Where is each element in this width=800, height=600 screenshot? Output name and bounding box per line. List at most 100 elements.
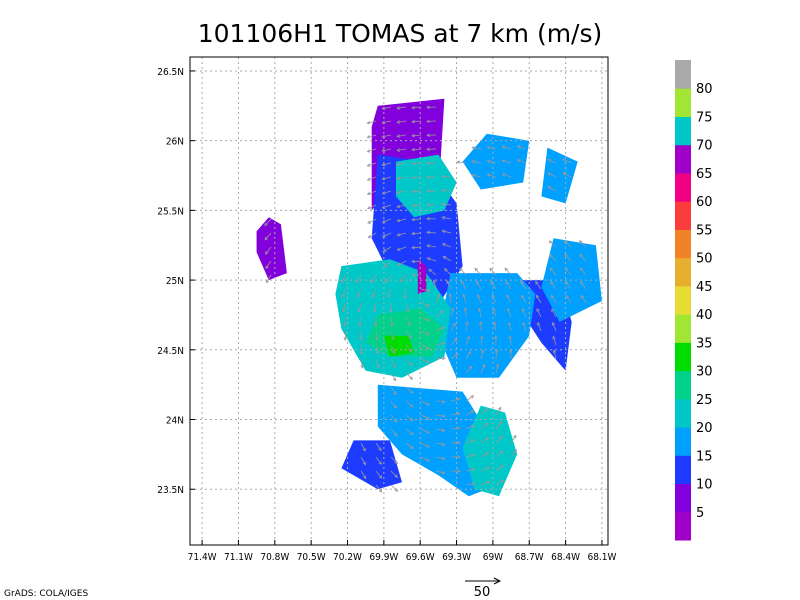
colorbar-swatch	[675, 201, 691, 230]
x-tick-label: 69.6W	[406, 552, 435, 563]
wind-vector-head	[536, 308, 540, 312]
wind-vector-head	[409, 362, 413, 367]
wind-vector	[405, 428, 414, 435]
wind-vector-head	[411, 217, 415, 222]
wind-vector	[405, 330, 412, 339]
colorbar-swatch	[675, 370, 691, 400]
wind-vector-head	[508, 335, 512, 340]
colorbar-swatch	[675, 483, 691, 513]
wind-vector-head	[411, 189, 415, 194]
wind-vector-head	[426, 360, 430, 364]
wind-vector-head	[410, 445, 414, 450]
wind-vector-head	[426, 257, 431, 261]
wind-vector	[405, 344, 413, 353]
y-tick-label: 26N	[166, 137, 184, 148]
wind-vector	[358, 302, 362, 312]
wind-vector-head	[490, 280, 494, 285]
wind-vector	[495, 364, 499, 374]
wind-vector	[411, 148, 422, 151]
wind-vector-head	[362, 447, 366, 452]
wind-vector-head	[501, 145, 506, 149]
wind-vector-head	[470, 395, 475, 399]
wind-vector	[465, 425, 475, 430]
wind-vector-head	[563, 240, 568, 244]
wind-vector-head	[409, 376, 414, 380]
wind-vector	[553, 350, 557, 360]
wind-vector	[411, 120, 422, 123]
wind-vector-head	[475, 280, 479, 285]
wind-vector-head	[442, 256, 447, 260]
wind-vector-head	[396, 148, 401, 152]
wind-vector	[579, 267, 587, 276]
wind-vector	[565, 281, 572, 290]
x-axis-ticks: 71.4W 71.1W 70.8W 70.5W 70.2W 69.9W 69.6W 69.3W…	[188, 540, 617, 563]
wind-vector	[367, 134, 377, 138]
wind-region-30	[365, 308, 445, 357]
wind-vector-head	[411, 147, 415, 152]
wind-vector-head	[366, 120, 371, 125]
wind-vector	[382, 120, 392, 124]
colorbar-label: 15	[696, 449, 713, 464]
x-tick-label: 68.4W	[551, 552, 580, 563]
wind-vector	[564, 240, 572, 248]
wind-vector-head	[507, 321, 512, 326]
wind-vector-head	[264, 251, 269, 255]
wind-vector	[465, 410, 475, 416]
wind-vector-head	[366, 135, 371, 139]
wind-vector-head	[378, 447, 382, 452]
wind-vector-head	[360, 364, 364, 369]
wind-vector	[510, 435, 517, 444]
wind-vector-head	[426, 147, 430, 151]
wind-vector-head	[579, 267, 584, 272]
wind-vector-head	[366, 163, 371, 167]
wind-vector	[441, 175, 452, 178]
wind-vector	[359, 316, 362, 326]
wind-vector-head	[550, 281, 554, 285]
wind-vector	[463, 294, 467, 304]
wind-vector	[382, 204, 392, 209]
wind-vector	[367, 218, 377, 224]
wind-vector	[397, 218, 407, 222]
wind-vector-head	[367, 206, 371, 210]
wind-vector-head	[441, 341, 446, 346]
wind-vector	[367, 176, 377, 181]
wind-vector-head	[474, 267, 478, 272]
colorbar-swatch	[675, 88, 691, 117]
wind-vector	[465, 365, 473, 374]
colorbar-label: 10	[696, 478, 713, 493]
wind-vector	[502, 146, 512, 150]
wind-vector-head	[381, 148, 386, 153]
colorbar-swatch	[675, 455, 691, 485]
wind-vector-head	[405, 308, 410, 313]
wind-vector-head	[411, 119, 415, 124]
colorbar-label: 40	[696, 308, 713, 323]
colorbar-label: 5	[696, 506, 704, 521]
wind-vector	[387, 288, 392, 298]
wind-vector	[465, 454, 475, 458]
wind-vector-head	[411, 175, 415, 180]
wind-vector-head	[393, 418, 398, 423]
colorbar-label: 50	[696, 252, 713, 267]
wind-vector-head	[579, 253, 583, 258]
wind-vector-head	[426, 105, 430, 110]
wind-vector-head	[537, 321, 541, 326]
wind-vector-head	[426, 161, 430, 165]
wind-vector-head	[397, 262, 401, 266]
wind-vector-head	[432, 279, 437, 284]
wind-vector-head	[359, 351, 364, 355]
wind-vector	[390, 484, 398, 492]
wind-vector	[420, 428, 430, 434]
wind-vector	[492, 308, 497, 318]
wind-vector	[465, 307, 467, 318]
wind-vector-head	[465, 321, 469, 326]
colorbar-swatch	[675, 427, 691, 456]
wind-vector-head	[426, 402, 430, 406]
wind-vector-head	[426, 133, 430, 138]
wind-region-15	[341, 440, 402, 490]
wind-vector-head	[489, 267, 494, 272]
wind-vector-head	[396, 190, 401, 194]
wind-vector-head	[356, 294, 360, 298]
wind-vector-head	[407, 321, 411, 326]
wind-vector-head	[564, 267, 569, 272]
